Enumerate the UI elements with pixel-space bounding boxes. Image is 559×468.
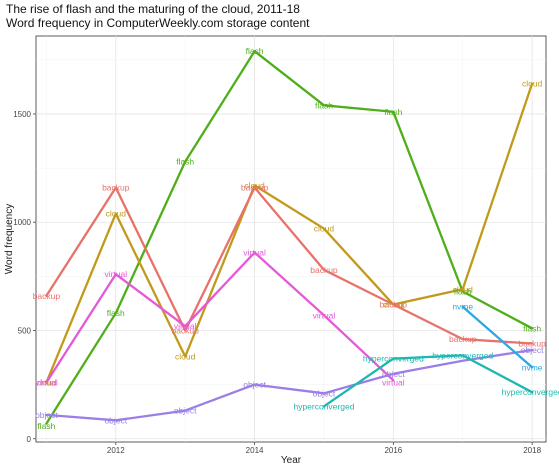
y-tick-label: 1500 bbox=[13, 110, 31, 119]
data-label-flash: flash bbox=[523, 323, 541, 333]
grid-lines bbox=[36, 36, 546, 442]
x-axis-title: Year bbox=[281, 455, 302, 466]
data-label-backup: backup bbox=[33, 291, 61, 301]
series-line-cloud bbox=[45, 82, 534, 384]
data-label-backup: backup bbox=[518, 338, 546, 348]
data-label-virtual: virtual bbox=[313, 310, 336, 320]
data-label-cloud: cloud bbox=[453, 284, 474, 294]
plot-panel bbox=[35, 35, 547, 443]
data-label-object: object bbox=[104, 415, 127, 425]
data-label-flash: flash bbox=[315, 100, 333, 110]
data-label-nvme: nvme bbox=[522, 362, 543, 372]
data-label-backup: backup bbox=[171, 325, 199, 335]
data-label-virtual: virtual bbox=[104, 269, 127, 279]
chart-subtitle: Word frequency in ComputerWeekly.com sto… bbox=[6, 16, 310, 30]
series-line-flash bbox=[45, 50, 534, 425]
data-label-nvme: nvme bbox=[452, 302, 473, 312]
data-label-virtual: virtual bbox=[174, 321, 197, 331]
data-label-virtual: virtual bbox=[243, 248, 266, 258]
data-label-hyperconverged: hyperconverged bbox=[293, 401, 354, 411]
data-label-cloud: cloud bbox=[522, 79, 543, 89]
data-label-cloud: cloud bbox=[36, 377, 57, 387]
data-label-backup: backup bbox=[380, 300, 408, 310]
series-line-backup bbox=[45, 186, 534, 345]
data-label-virtual: virtual bbox=[382, 377, 405, 387]
x-tick-label: 2012 bbox=[107, 446, 125, 455]
data-label-object: object bbox=[382, 369, 405, 379]
data-label-backup: backup bbox=[310, 265, 338, 275]
y-tick-label: 0 bbox=[27, 435, 32, 444]
series-line-nvme bbox=[461, 305, 534, 369]
data-label-object: object bbox=[35, 410, 58, 420]
data-label-cloud: cloud bbox=[106, 209, 127, 219]
x-tick-label: 2018 bbox=[523, 446, 541, 455]
y-axis: 0 500 1000 1500 bbox=[13, 110, 36, 444]
data-label-hyperconverged: hyperconverged bbox=[363, 354, 424, 364]
y-tick-label: 500 bbox=[18, 326, 32, 335]
data-label-hyperconverged: hyperconverged bbox=[502, 387, 559, 397]
x-axis: 2012 2014 2016 2018 bbox=[107, 442, 542, 455]
plot-area: flash flash flash flash flash flash flash flash… bbox=[33, 35, 559, 443]
data-label-object: object bbox=[313, 388, 336, 398]
data-label-virtual: virtual bbox=[35, 377, 58, 387]
data-label-hyperconverged: hyperconverged bbox=[432, 350, 493, 360]
data-label-flash: flash bbox=[176, 157, 194, 167]
data-label-flash: flash bbox=[37, 421, 55, 431]
data-label-cloud: cloud bbox=[383, 300, 404, 310]
series-line-hyperconverged bbox=[322, 354, 534, 408]
series-lines bbox=[45, 50, 534, 425]
chart-title: The rise of flash and the maturing of th… bbox=[6, 2, 300, 16]
data-label-cloud: cloud bbox=[244, 180, 265, 190]
data-label-cloud: cloud bbox=[314, 224, 335, 234]
y-axis-title: Word frequency bbox=[4, 204, 15, 274]
data-label-cloud: cloud bbox=[175, 351, 196, 361]
data-label-backup: backup bbox=[241, 183, 269, 193]
y-tick-label: 1000 bbox=[13, 218, 31, 227]
data-label-object: object bbox=[521, 345, 544, 355]
data-label-flash: flash bbox=[107, 308, 125, 318]
series-line-virtual bbox=[45, 251, 395, 384]
data-label-flash: flash bbox=[384, 107, 402, 117]
series-labels: flash flash flash flash flash flash flash flash… bbox=[33, 46, 559, 431]
data-label-backup: backup bbox=[449, 334, 477, 344]
series-line-object bbox=[45, 348, 534, 422]
data-label-flash: flash bbox=[454, 287, 472, 297]
data-label-object: object bbox=[243, 380, 266, 390]
data-label-flash: flash bbox=[246, 46, 264, 56]
x-tick-label: 2014 bbox=[246, 446, 264, 455]
x-tick-label: 2016 bbox=[384, 446, 402, 455]
data-label-backup: backup bbox=[102, 183, 130, 193]
data-label-object: object bbox=[174, 406, 197, 416]
